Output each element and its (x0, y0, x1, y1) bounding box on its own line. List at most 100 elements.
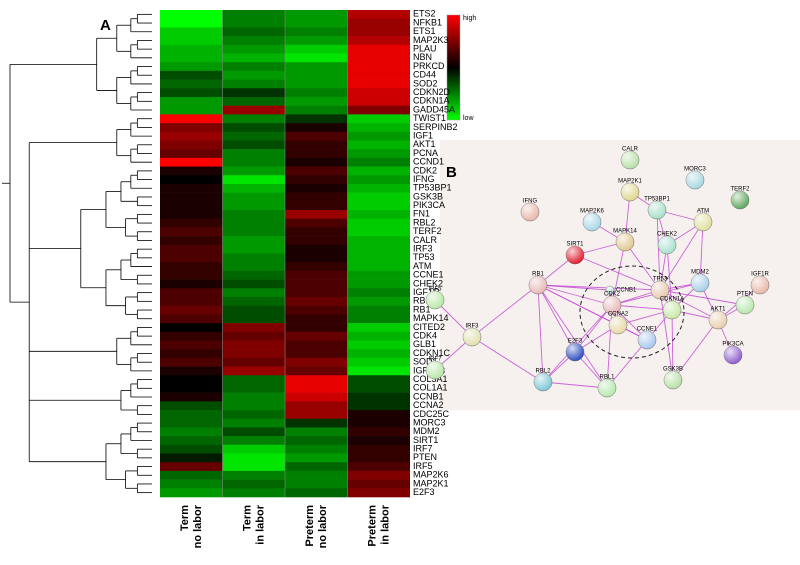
node-label: AKT1 (710, 307, 726, 313)
column-label-line: in labor (379, 504, 391, 544)
heatmap-cell (347, 462, 410, 472)
node-shine (621, 183, 639, 201)
heatmap-cell (160, 157, 223, 167)
gene-label: CALR (413, 235, 438, 245)
heatmap-cell (285, 279, 348, 289)
heatmap-cell (347, 192, 410, 202)
gene-label: TP53 (413, 252, 435, 262)
heatmap-cell (347, 36, 410, 46)
heatmap-cell (347, 340, 410, 350)
node-shine (663, 301, 681, 319)
heatmap-cell (347, 270, 410, 280)
heatmap-cell (222, 462, 285, 472)
heatmap-cell (222, 140, 285, 150)
gene-label: TWIST1 (413, 113, 446, 123)
gene-label: TERF2 (413, 226, 442, 236)
gene-label: CDK2 (413, 165, 437, 175)
node-shine (621, 151, 639, 169)
heatmap-cell (222, 270, 285, 280)
heatmap-cell (285, 479, 348, 489)
heatmap-cell (160, 27, 223, 37)
heatmap-cell (222, 331, 285, 341)
heatmap-cell (222, 96, 285, 106)
node-label: CHEK2 (657, 232, 678, 238)
network-edge (699, 221, 704, 284)
node-shine (609, 316, 627, 334)
node-label: ATM (697, 209, 709, 215)
heatmap-cell (285, 244, 348, 254)
heatmap-cell (222, 470, 285, 480)
node-shine (724, 346, 742, 364)
network-edge (574, 304, 613, 353)
gene-label: CDKN1A (413, 96, 450, 106)
legend-low: low (463, 115, 474, 122)
node-label: MORC3 (684, 167, 706, 173)
heatmap-cell (347, 175, 410, 185)
node-label: CCNA2 (608, 312, 629, 318)
heatmap-cell (160, 270, 223, 280)
heatmap-cell (222, 427, 285, 437)
heatmap-cell (222, 279, 285, 289)
heatmap-cell (160, 244, 223, 254)
heatmap-cell (160, 262, 223, 272)
node-label: MAP2K1 (618, 179, 642, 185)
heatmap-cell (160, 79, 223, 89)
heatmap-cell (347, 279, 410, 289)
heatmap-cell (285, 288, 348, 298)
heatmap-cell (347, 479, 410, 489)
column-label-line: in labor (254, 504, 266, 544)
gene-label: MAP2K1 (413, 478, 449, 488)
heatmap-cell (347, 444, 410, 454)
heatmap-cell (160, 436, 223, 446)
heatmap-cell (160, 410, 223, 420)
heatmap-cell (160, 305, 223, 315)
heatmap-cell (285, 383, 348, 393)
heatmap-cell (285, 340, 348, 350)
heatmap-cell (347, 96, 410, 106)
node-label: CDK2 (604, 292, 621, 298)
node-label: CCNE1 (637, 327, 658, 333)
heatmap-cell (285, 366, 348, 376)
heatmap-cell (347, 410, 410, 420)
heatmap-cell (347, 253, 410, 263)
heatmap-cell (160, 53, 223, 63)
network-edge (617, 309, 673, 326)
heatmap-cell (347, 470, 410, 480)
node-label: GSK3B (663, 367, 683, 373)
heatmap-cell (222, 383, 285, 393)
node-shine (736, 296, 754, 314)
node-shine (521, 203, 539, 221)
heatmap-cell (222, 114, 285, 124)
network-edge (537, 284, 576, 353)
heatmap-cell (160, 62, 223, 72)
gene-label: ATM (413, 261, 431, 271)
heatmap-cell (222, 166, 285, 176)
node-label: MAPK14 (613, 229, 637, 235)
panel-label: B (446, 164, 457, 181)
heatmap-cell (160, 375, 223, 385)
heatmap-cell (285, 96, 348, 106)
heatmap-cell (285, 444, 348, 454)
node-shine (566, 343, 584, 361)
heatmap-cell (347, 88, 410, 98)
heatmap-cell (347, 157, 410, 167)
network-edge (611, 241, 626, 306)
heatmap-cell (285, 357, 348, 367)
heatmap-cell (222, 401, 285, 411)
gene-label: IFNG (413, 174, 435, 184)
network-edge (659, 289, 746, 306)
color-bar (446, 14, 461, 121)
heatmap-cell (222, 314, 285, 324)
heatmap-cell (222, 53, 285, 63)
node-label: SIRT1 (567, 242, 585, 248)
heatmap-cell (347, 140, 410, 150)
heatmap-cell (222, 131, 285, 141)
gene-label: PRKCD (413, 61, 445, 71)
heatmap-cell (160, 418, 223, 428)
heatmap-cell (222, 105, 285, 115)
heatmap-cell (347, 18, 410, 28)
gene-label: CCNA2 (413, 400, 444, 410)
node-label: IRF7 (428, 357, 442, 363)
gene-label: TP53BP1 (413, 183, 452, 193)
heatmap-cell (160, 70, 223, 80)
